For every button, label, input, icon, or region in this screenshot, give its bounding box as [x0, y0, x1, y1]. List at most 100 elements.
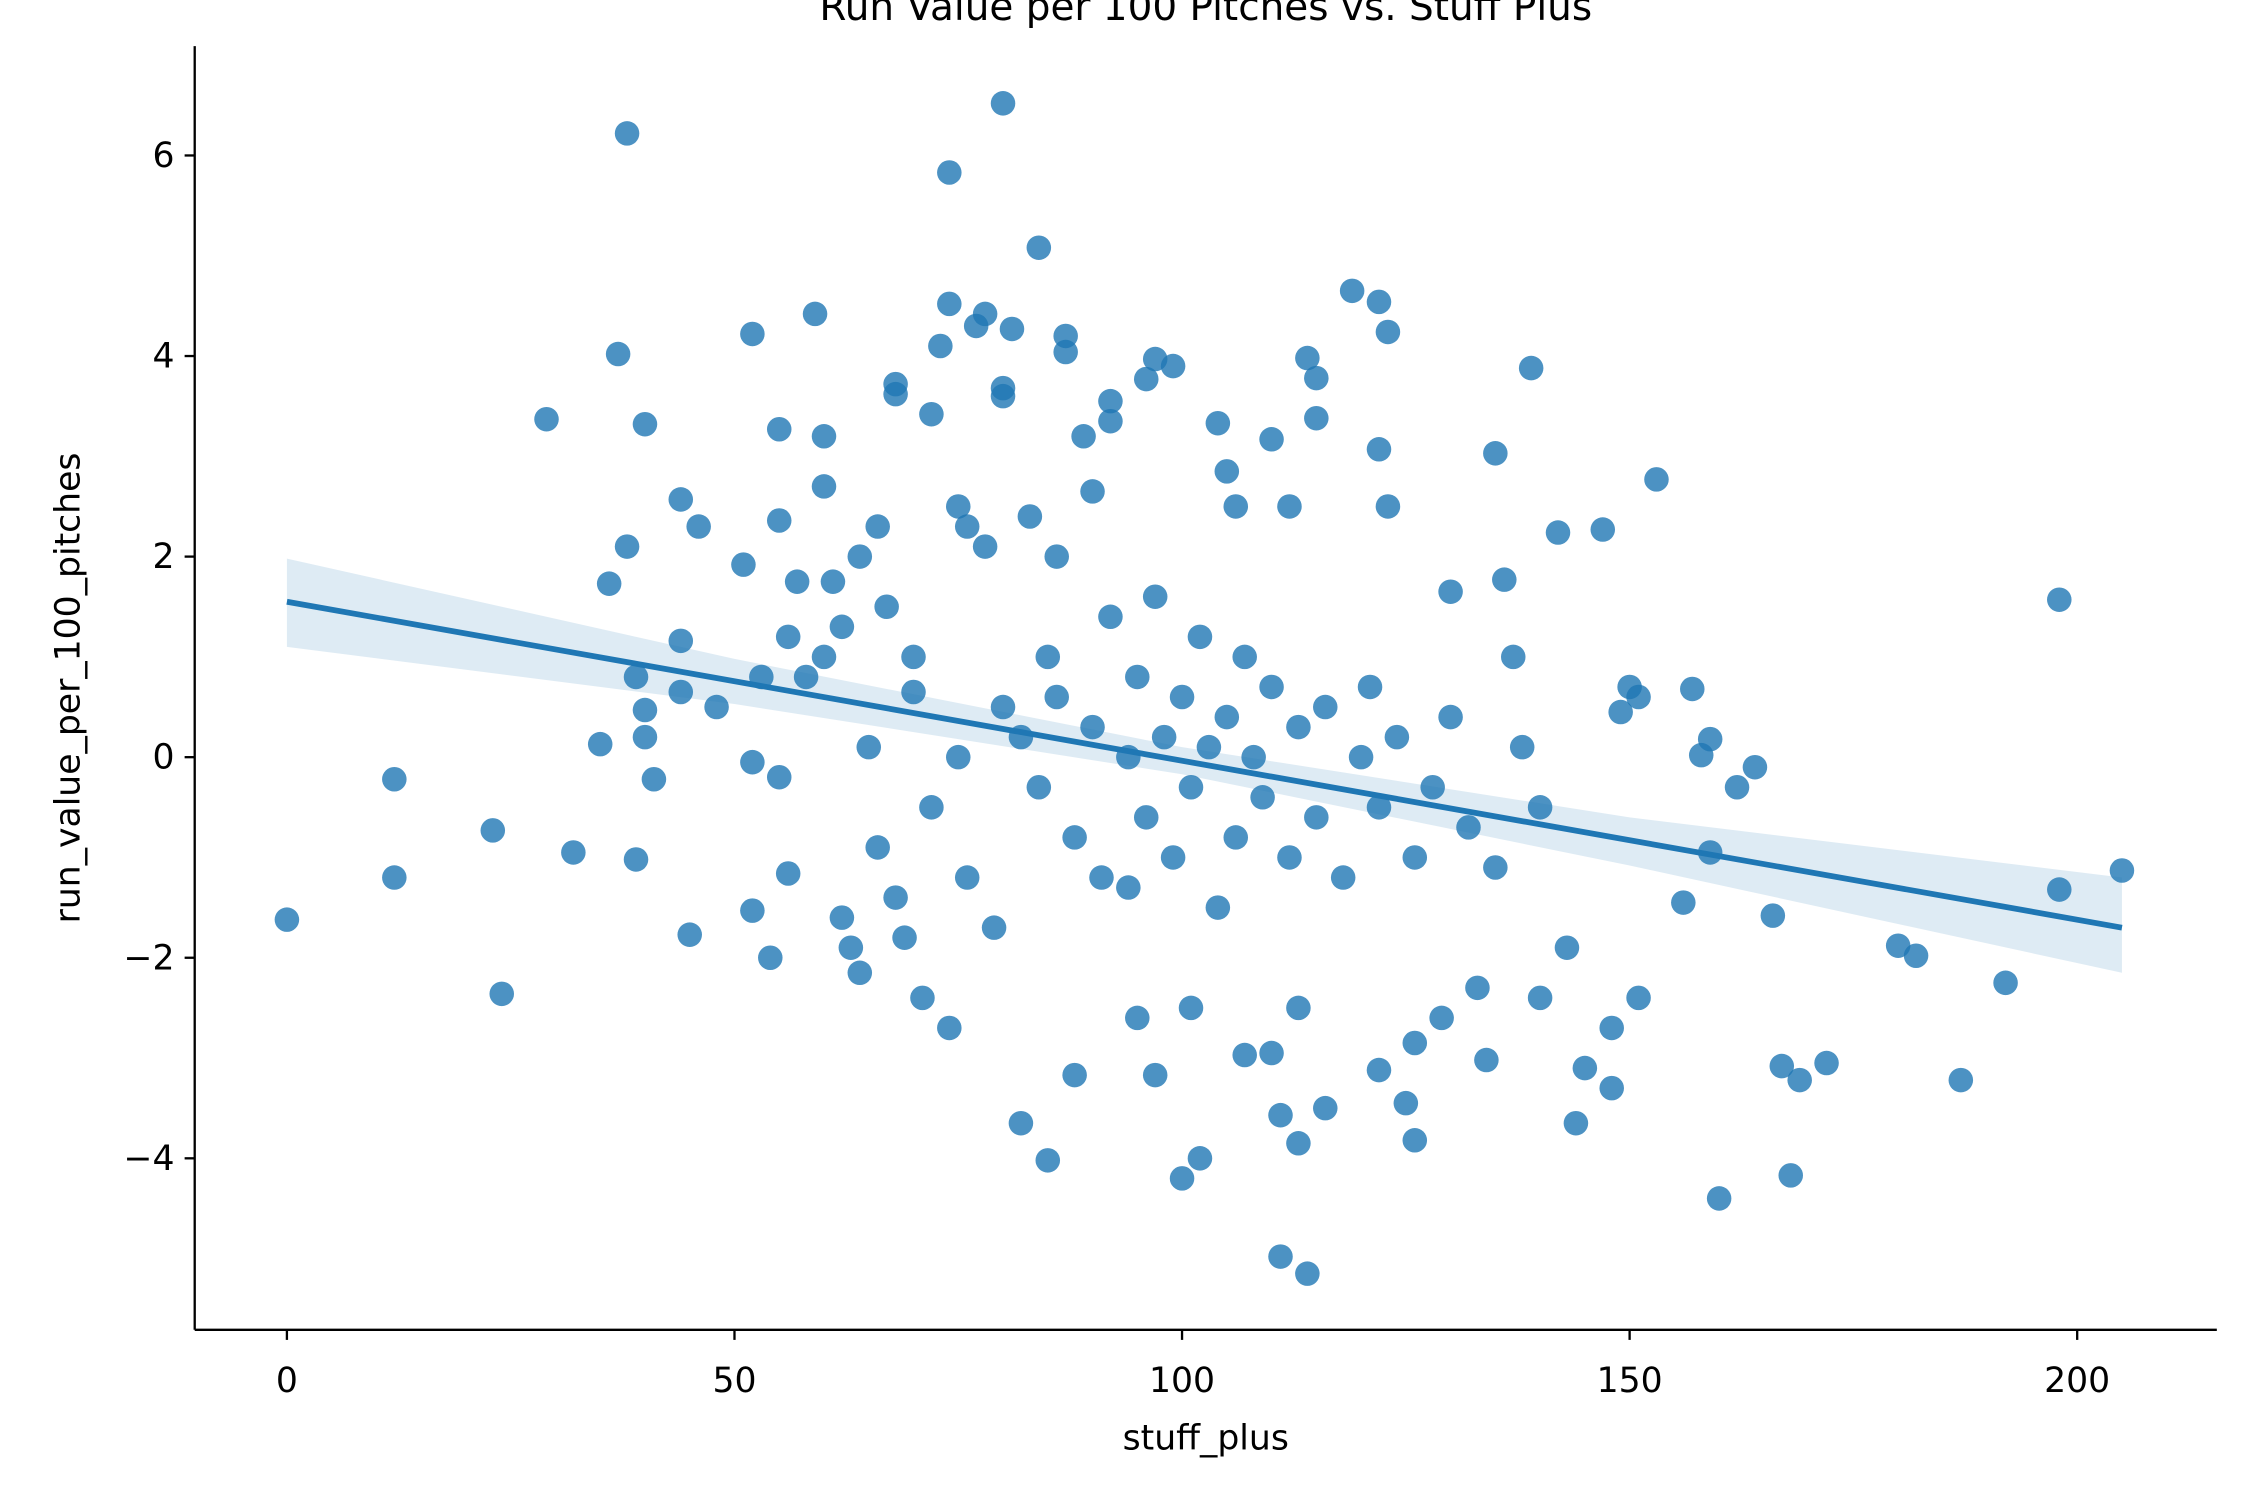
point — [1026, 775, 1052, 800]
point — [856, 734, 882, 760]
point — [802, 301, 828, 327]
point — [1527, 795, 1553, 820]
point — [740, 898, 765, 923]
point — [919, 795, 944, 820]
point — [1142, 1062, 1168, 1088]
point — [883, 381, 908, 407]
point — [1223, 494, 1249, 519]
point — [766, 416, 792, 442]
point — [1116, 875, 1141, 900]
x-tick-label: 0 — [276, 1361, 298, 1401]
point — [1527, 985, 1553, 1011]
regression-line — [286, 598, 2123, 931]
point — [1241, 744, 1266, 770]
point — [1286, 714, 1311, 740]
point — [1608, 699, 1633, 725]
point — [1250, 785, 1275, 810]
point — [1169, 684, 1195, 710]
point — [820, 569, 846, 594]
point — [1572, 1055, 1598, 1081]
point — [534, 406, 559, 432]
point — [946, 494, 971, 519]
x-tick-label: 50 — [712, 1361, 756, 1401]
point — [1080, 479, 1105, 504]
point — [1232, 644, 1257, 670]
point — [1098, 388, 1123, 414]
point — [1133, 366, 1159, 392]
point — [1769, 1053, 1795, 1079]
point — [901, 679, 926, 705]
point — [972, 301, 998, 327]
point — [731, 552, 756, 577]
point — [1044, 544, 1069, 569]
point — [1125, 664, 1150, 690]
point — [1429, 1005, 1454, 1031]
point — [1554, 935, 1580, 960]
point — [561, 840, 586, 865]
point — [1402, 845, 1428, 870]
point — [605, 341, 631, 367]
y-tick-label: −4 — [123, 1139, 174, 1179]
point — [1277, 845, 1302, 870]
point — [1304, 805, 1329, 830]
point — [1268, 1102, 1293, 1128]
point — [677, 922, 702, 947]
point — [1044, 684, 1069, 710]
point — [1187, 624, 1213, 650]
point — [1509, 734, 1535, 760]
point — [2047, 587, 2072, 612]
point — [1160, 353, 1186, 379]
point — [829, 905, 855, 930]
point — [632, 697, 658, 723]
x-tick-label: 150 — [1597, 1361, 1663, 1401]
point — [811, 424, 837, 449]
point — [1313, 1095, 1338, 1121]
point — [1286, 995, 1311, 1021]
point — [1706, 1186, 1732, 1211]
point — [2109, 858, 2135, 883]
point — [1492, 567, 1517, 592]
point — [1304, 405, 1329, 431]
point — [1062, 825, 1087, 850]
point — [1375, 494, 1401, 519]
point — [1599, 1075, 1624, 1101]
y-tick-label: 2 — [152, 537, 174, 577]
point — [1599, 1015, 1624, 1041]
point — [865, 835, 890, 860]
point — [1205, 410, 1231, 436]
point — [623, 847, 649, 872]
point — [1214, 459, 1240, 484]
point — [1366, 795, 1392, 820]
point — [1402, 1128, 1428, 1153]
point — [766, 508, 792, 533]
point — [1366, 437, 1392, 462]
point — [954, 865, 980, 890]
point — [1178, 775, 1204, 800]
point — [1724, 775, 1750, 800]
x-tick-label: 100 — [1149, 1361, 1215, 1401]
point — [1035, 1148, 1061, 1173]
point — [1760, 903, 1786, 928]
point — [1456, 815, 1481, 840]
point — [1008, 1110, 1034, 1136]
point — [883, 885, 908, 910]
point — [480, 818, 506, 843]
point — [937, 291, 962, 317]
point — [668, 487, 694, 512]
point — [1671, 890, 1696, 915]
point — [1483, 441, 1508, 466]
point — [1026, 235, 1052, 260]
point — [1590, 517, 1616, 542]
point — [1626, 684, 1651, 710]
point — [937, 160, 962, 185]
point — [892, 925, 917, 950]
point — [811, 474, 837, 499]
point — [1259, 427, 1284, 452]
point — [784, 569, 810, 594]
point — [811, 644, 837, 670]
point — [1313, 694, 1338, 720]
point — [1268, 1244, 1293, 1269]
point — [1223, 825, 1249, 850]
point — [632, 411, 658, 437]
